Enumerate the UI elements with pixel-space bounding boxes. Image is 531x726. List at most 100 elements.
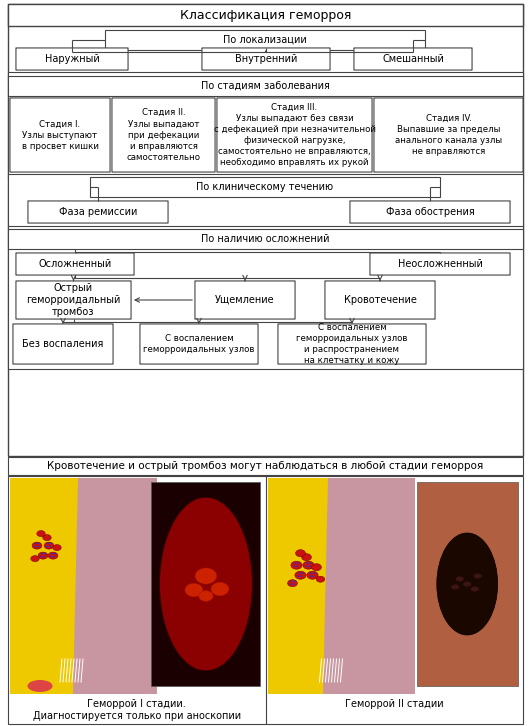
Ellipse shape <box>298 572 301 574</box>
Ellipse shape <box>456 576 464 582</box>
Text: Стадия II.
Узлы выпадают
при дефекации
и вправляются
самостоятельно: Стадия II. Узлы выпадают при дефекации и… <box>126 108 201 162</box>
Ellipse shape <box>37 546 39 547</box>
FancyBboxPatch shape <box>28 201 168 223</box>
Ellipse shape <box>48 552 58 559</box>
Ellipse shape <box>316 576 324 582</box>
FancyBboxPatch shape <box>140 324 258 364</box>
FancyBboxPatch shape <box>202 48 330 70</box>
Ellipse shape <box>211 582 229 596</box>
Ellipse shape <box>307 571 318 579</box>
FancyBboxPatch shape <box>8 76 523 96</box>
FancyBboxPatch shape <box>90 177 440 197</box>
Ellipse shape <box>34 546 36 547</box>
Text: Фаза обострения: Фаза обострения <box>386 207 474 217</box>
Ellipse shape <box>54 553 56 555</box>
Ellipse shape <box>311 572 313 574</box>
FancyBboxPatch shape <box>217 98 372 172</box>
Ellipse shape <box>38 552 48 559</box>
Ellipse shape <box>313 572 315 574</box>
Ellipse shape <box>295 571 306 579</box>
FancyBboxPatch shape <box>374 98 523 172</box>
Ellipse shape <box>309 566 311 567</box>
Ellipse shape <box>289 584 292 585</box>
Ellipse shape <box>31 555 39 562</box>
Ellipse shape <box>470 587 479 592</box>
Text: По клиническому течению: По клиническому течению <box>196 182 333 192</box>
Ellipse shape <box>51 553 53 555</box>
FancyBboxPatch shape <box>195 281 295 319</box>
FancyBboxPatch shape <box>13 324 113 364</box>
Ellipse shape <box>302 554 311 560</box>
Text: Наружный: Наружный <box>45 54 99 64</box>
Ellipse shape <box>37 531 45 537</box>
Ellipse shape <box>32 542 42 549</box>
Ellipse shape <box>40 556 42 558</box>
FancyBboxPatch shape <box>105 30 425 50</box>
Ellipse shape <box>43 556 45 558</box>
FancyBboxPatch shape <box>10 98 110 172</box>
FancyBboxPatch shape <box>8 174 523 227</box>
Text: Геморрой II стадии: Геморрой II стадии <box>345 699 443 709</box>
Ellipse shape <box>295 563 296 564</box>
FancyBboxPatch shape <box>8 72 523 178</box>
Ellipse shape <box>293 584 295 585</box>
Text: Кровотечение и острый тромбоз могут наблюдаться в любой стадии геморроя: Кровотечение и острый тромбоз могут набл… <box>47 461 484 471</box>
Ellipse shape <box>46 546 48 547</box>
Text: Фаза ремиссии: Фаза ремиссии <box>59 207 137 217</box>
Ellipse shape <box>41 553 43 555</box>
Ellipse shape <box>44 553 46 555</box>
Ellipse shape <box>296 566 298 567</box>
Ellipse shape <box>50 556 52 558</box>
Ellipse shape <box>288 579 297 587</box>
FancyBboxPatch shape <box>325 281 435 319</box>
Ellipse shape <box>301 576 303 577</box>
Text: Кровотечение: Кровотечение <box>344 295 416 305</box>
Ellipse shape <box>53 556 55 558</box>
Ellipse shape <box>451 584 459 590</box>
Text: Ущемление: Ущемление <box>215 295 275 305</box>
Text: Стадия I.
Узлы выступают
в просвет кишки: Стадия I. Узлы выступают в просвет кишки <box>21 119 98 150</box>
FancyBboxPatch shape <box>16 48 128 70</box>
FancyBboxPatch shape <box>10 478 149 694</box>
Ellipse shape <box>53 544 61 550</box>
Text: По локализации: По локализации <box>223 35 307 45</box>
Ellipse shape <box>305 566 307 567</box>
Text: С воспалением
геморроидальных узлов
и распространением
на клетчатку и кожу: С воспалением геморроидальных узлов и ра… <box>296 323 408 365</box>
FancyBboxPatch shape <box>416 482 518 686</box>
Text: Внутренний: Внутренний <box>235 54 297 64</box>
Ellipse shape <box>312 563 321 571</box>
Ellipse shape <box>297 563 299 564</box>
Ellipse shape <box>50 543 52 544</box>
Text: Геморрой I стадии.
Диагностируется только при аноскопии: Геморрой I стадии. Диагностируется тольк… <box>33 699 241 721</box>
Ellipse shape <box>38 543 40 544</box>
FancyBboxPatch shape <box>8 4 523 456</box>
Ellipse shape <box>474 574 482 579</box>
Polygon shape <box>10 478 157 694</box>
Text: Острый
геморроидальный
тромбоз: Острый геморроидальный тромбоз <box>27 282 121 317</box>
FancyBboxPatch shape <box>8 457 523 475</box>
Ellipse shape <box>160 497 252 671</box>
Ellipse shape <box>437 533 498 635</box>
FancyBboxPatch shape <box>278 324 426 364</box>
Polygon shape <box>268 478 415 694</box>
Text: С воспалением
геморроидальных узлов: С воспалением геморроидальных узлов <box>143 334 255 354</box>
Ellipse shape <box>291 561 302 569</box>
Polygon shape <box>73 478 157 694</box>
FancyBboxPatch shape <box>354 48 472 70</box>
Text: Осложненный: Осложненный <box>38 259 112 269</box>
Text: Стадия IV.
Выпавшие за пределы
анального канала узлы
не вправляются: Стадия IV. Выпавшие за пределы анального… <box>395 114 502 156</box>
Ellipse shape <box>303 561 314 569</box>
Ellipse shape <box>297 576 299 577</box>
Ellipse shape <box>199 590 213 601</box>
Text: Смешанный: Смешанный <box>382 54 444 64</box>
FancyBboxPatch shape <box>8 229 523 249</box>
Ellipse shape <box>313 576 314 577</box>
Text: Без воспаления: Без воспаления <box>22 339 104 349</box>
FancyBboxPatch shape <box>112 98 215 172</box>
Text: Неосложненный: Неосложненный <box>398 259 483 269</box>
FancyBboxPatch shape <box>16 281 131 319</box>
Ellipse shape <box>310 576 312 577</box>
FancyBboxPatch shape <box>8 226 523 369</box>
FancyBboxPatch shape <box>151 482 260 686</box>
Ellipse shape <box>294 581 295 582</box>
